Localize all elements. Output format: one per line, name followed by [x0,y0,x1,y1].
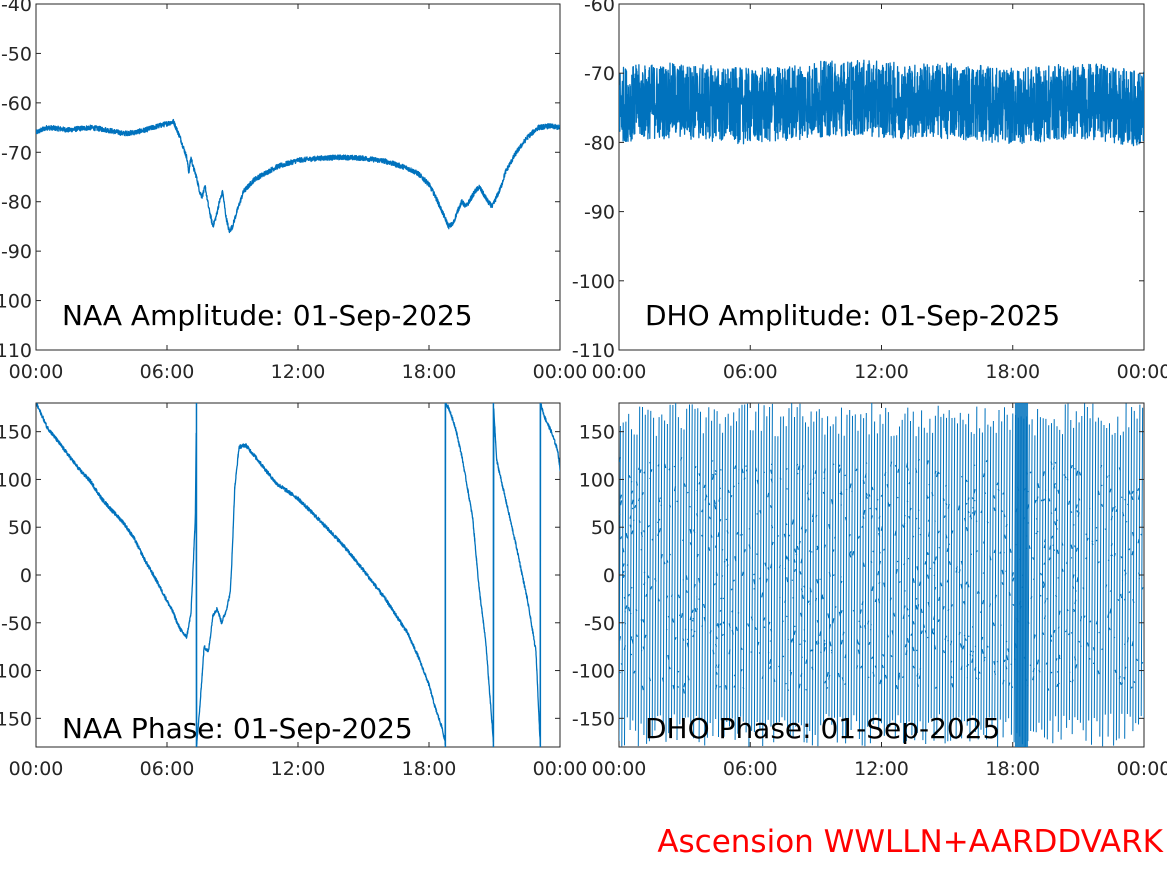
panel-dho-phase: 150 100 50 0 -50 -100 -150 00:00 06:00 12:00 18:0… [572,402,1167,780]
y-tick-label: -150 [572,708,615,730]
y-tick-label: -100 [572,271,615,293]
y-tick-label: 50 [8,517,32,539]
y-axis-dho-amplitude: -60 -70 -80 -90 -100 -110 [572,0,1144,362]
x-tick-label: 00:00 [592,758,647,780]
y-tick-label: -100 [0,291,32,313]
panel-dho-amplitude: -60 -70 -80 -90 -100 -110 00:00 06:00 12:00 18:0… [572,0,1167,383]
x-tick-label: 12:00 [271,361,326,383]
y-tick-label: -70 [584,63,615,85]
y-tick-label: -70 [1,142,32,164]
title-naa-amplitude: NAA Amplitude: 01-Sep-2025 [62,299,473,332]
station-footer: Ascension WWLLN+AARDDVARK [657,824,1163,860]
x-tick-label: 18:00 [985,758,1040,780]
panel-naa-amplitude: -40 -50 -60 -70 -80 -90 -100 -110 00:00 06:00 12:… [0,0,587,383]
x-tick-label: 12:00 [854,758,909,780]
y-tick-label: 0 [20,565,32,587]
series-line [619,403,1144,747]
y-tick-label: 100 [579,469,615,491]
series-noise [619,456,1144,694]
x-tick-label: 18:00 [402,758,457,780]
series-line [619,59,1144,147]
title-dho-phase: DHO Phase: 01-Sep-2025 [645,712,1000,745]
y-tick-label: 100 [0,469,32,491]
y-axis-naa-phase: 150 100 50 0 -50 -100 -150 [0,422,560,730]
x-axis-dho-phase: 00:00 06:00 12:00 18:00 00:00 [592,403,1167,780]
y-axis-naa-amplitude: -40 -50 -60 -70 -80 -90 -100 -110 [0,0,560,362]
y-tick-label: 0 [603,565,615,587]
x-tick-label: 00:00 [9,361,64,383]
y-tick-label: -40 [1,0,32,16]
title-dho-amplitude: DHO Amplitude: 01-Sep-2025 [645,299,1060,332]
series-line [36,118,560,234]
y-tick-label: 150 [579,422,615,444]
x-tick-label: 18:00 [402,361,457,383]
y-tick-label: 50 [591,517,615,539]
marks-dho-phase [619,403,1144,747]
y-tick-label: -80 [1,192,32,214]
y-tick-label: -100 [0,661,32,683]
plot-area-dho-amplitude [618,3,1145,351]
plot-area-naa-amplitude [35,3,561,351]
y-tick-label: -100 [572,661,615,683]
series-line [36,403,560,747]
y-tick-label: -90 [1,241,32,263]
x-tick-label: 12:00 [854,361,909,383]
x-tick-label: 12:00 [271,758,326,780]
marks-naa-amplitude [36,118,560,234]
x-tick-label: 00:00 [1117,758,1167,780]
x-tick-label: 00:00 [533,758,588,780]
x-tick-label: 06:00 [140,758,195,780]
x-tick-label: 00:00 [9,758,64,780]
y-tick-label: -60 [584,0,615,16]
y-tick-label: -90 [584,202,615,224]
x-axis-naa-amplitude: 00:00 06:00 12:00 18:00 00:00 [9,4,588,383]
y-tick-label: -110 [572,340,615,362]
y-tick-label: -60 [1,93,32,115]
title-naa-phase: NAA Phase: 01-Sep-2025 [62,712,413,745]
marks-naa-phase [36,403,560,747]
y-tick-label: 150 [0,422,32,444]
x-tick-label: 00:00 [592,361,647,383]
x-tick-label: 18:00 [985,361,1040,383]
x-tick-label: 06:00 [723,758,778,780]
y-tick-label: -110 [0,340,32,362]
marks-dho-amplitude [619,59,1144,147]
plot-area-naa-phase [35,402,561,748]
x-tick-label: 00:00 [1117,361,1167,383]
dense-wrap-band [1014,403,1029,747]
y-tick-label: -50 [1,43,32,65]
x-tick-label: 00:00 [533,361,588,383]
x-tick-label: 06:00 [723,361,778,383]
x-axis-dho-amplitude: 00:00 06:00 12:00 18:00 00:00 [592,4,1167,383]
x-axis-naa-phase: 00:00 06:00 12:00 18:00 00:00 [9,403,588,780]
y-tick-label: -50 [1,613,32,635]
panel-naa-phase: 150 100 50 0 -50 -100 -150 00:00 06:00 12:00 18:0… [0,402,587,780]
y-tick-label: -50 [584,613,615,635]
x-tick-label: 06:00 [140,361,195,383]
y-tick-label: -80 [584,132,615,154]
y-tick-label: -150 [0,708,32,730]
y-axis-dho-phase: 150 100 50 0 -50 -100 -150 [572,422,1144,730]
